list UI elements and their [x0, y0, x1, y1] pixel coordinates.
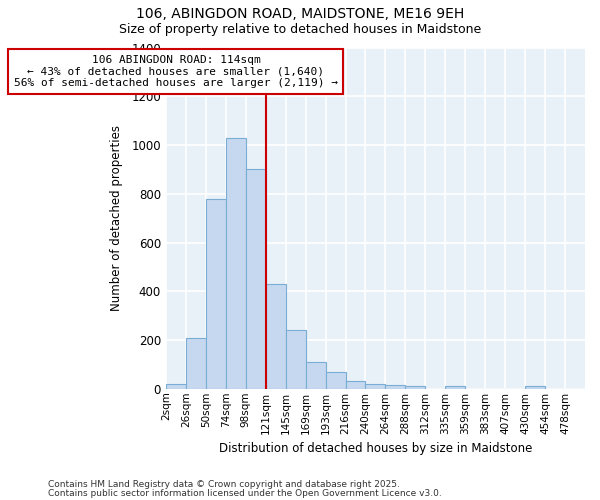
Bar — [346, 382, 365, 389]
Bar — [305, 362, 326, 389]
Bar — [406, 386, 425, 389]
Text: Contains public sector information licensed under the Open Government Licence v3: Contains public sector information licen… — [48, 488, 442, 498]
Bar — [186, 338, 206, 389]
Text: 106 ABINGDON ROAD: 114sqm
← 43% of detached houses are smaller (1,640)
56% of se: 106 ABINGDON ROAD: 114sqm ← 43% of detac… — [14, 55, 338, 88]
Text: 106, ABINGDON ROAD, MAIDSTONE, ME16 9EH: 106, ABINGDON ROAD, MAIDSTONE, ME16 9EH — [136, 8, 464, 22]
Bar — [326, 372, 346, 389]
Bar — [206, 198, 226, 389]
Bar — [226, 138, 246, 389]
Bar — [266, 284, 286, 389]
Bar — [166, 384, 186, 389]
X-axis label: Distribution of detached houses by size in Maidstone: Distribution of detached houses by size … — [219, 442, 532, 455]
Text: Size of property relative to detached houses in Maidstone: Size of property relative to detached ho… — [119, 22, 481, 36]
Bar — [525, 386, 545, 389]
Bar — [445, 386, 465, 389]
Text: Contains HM Land Registry data © Crown copyright and database right 2025.: Contains HM Land Registry data © Crown c… — [48, 480, 400, 489]
Bar — [385, 385, 406, 389]
Bar — [365, 384, 385, 389]
Y-axis label: Number of detached properties: Number of detached properties — [110, 125, 123, 311]
Bar — [246, 170, 266, 389]
Bar — [286, 330, 305, 389]
